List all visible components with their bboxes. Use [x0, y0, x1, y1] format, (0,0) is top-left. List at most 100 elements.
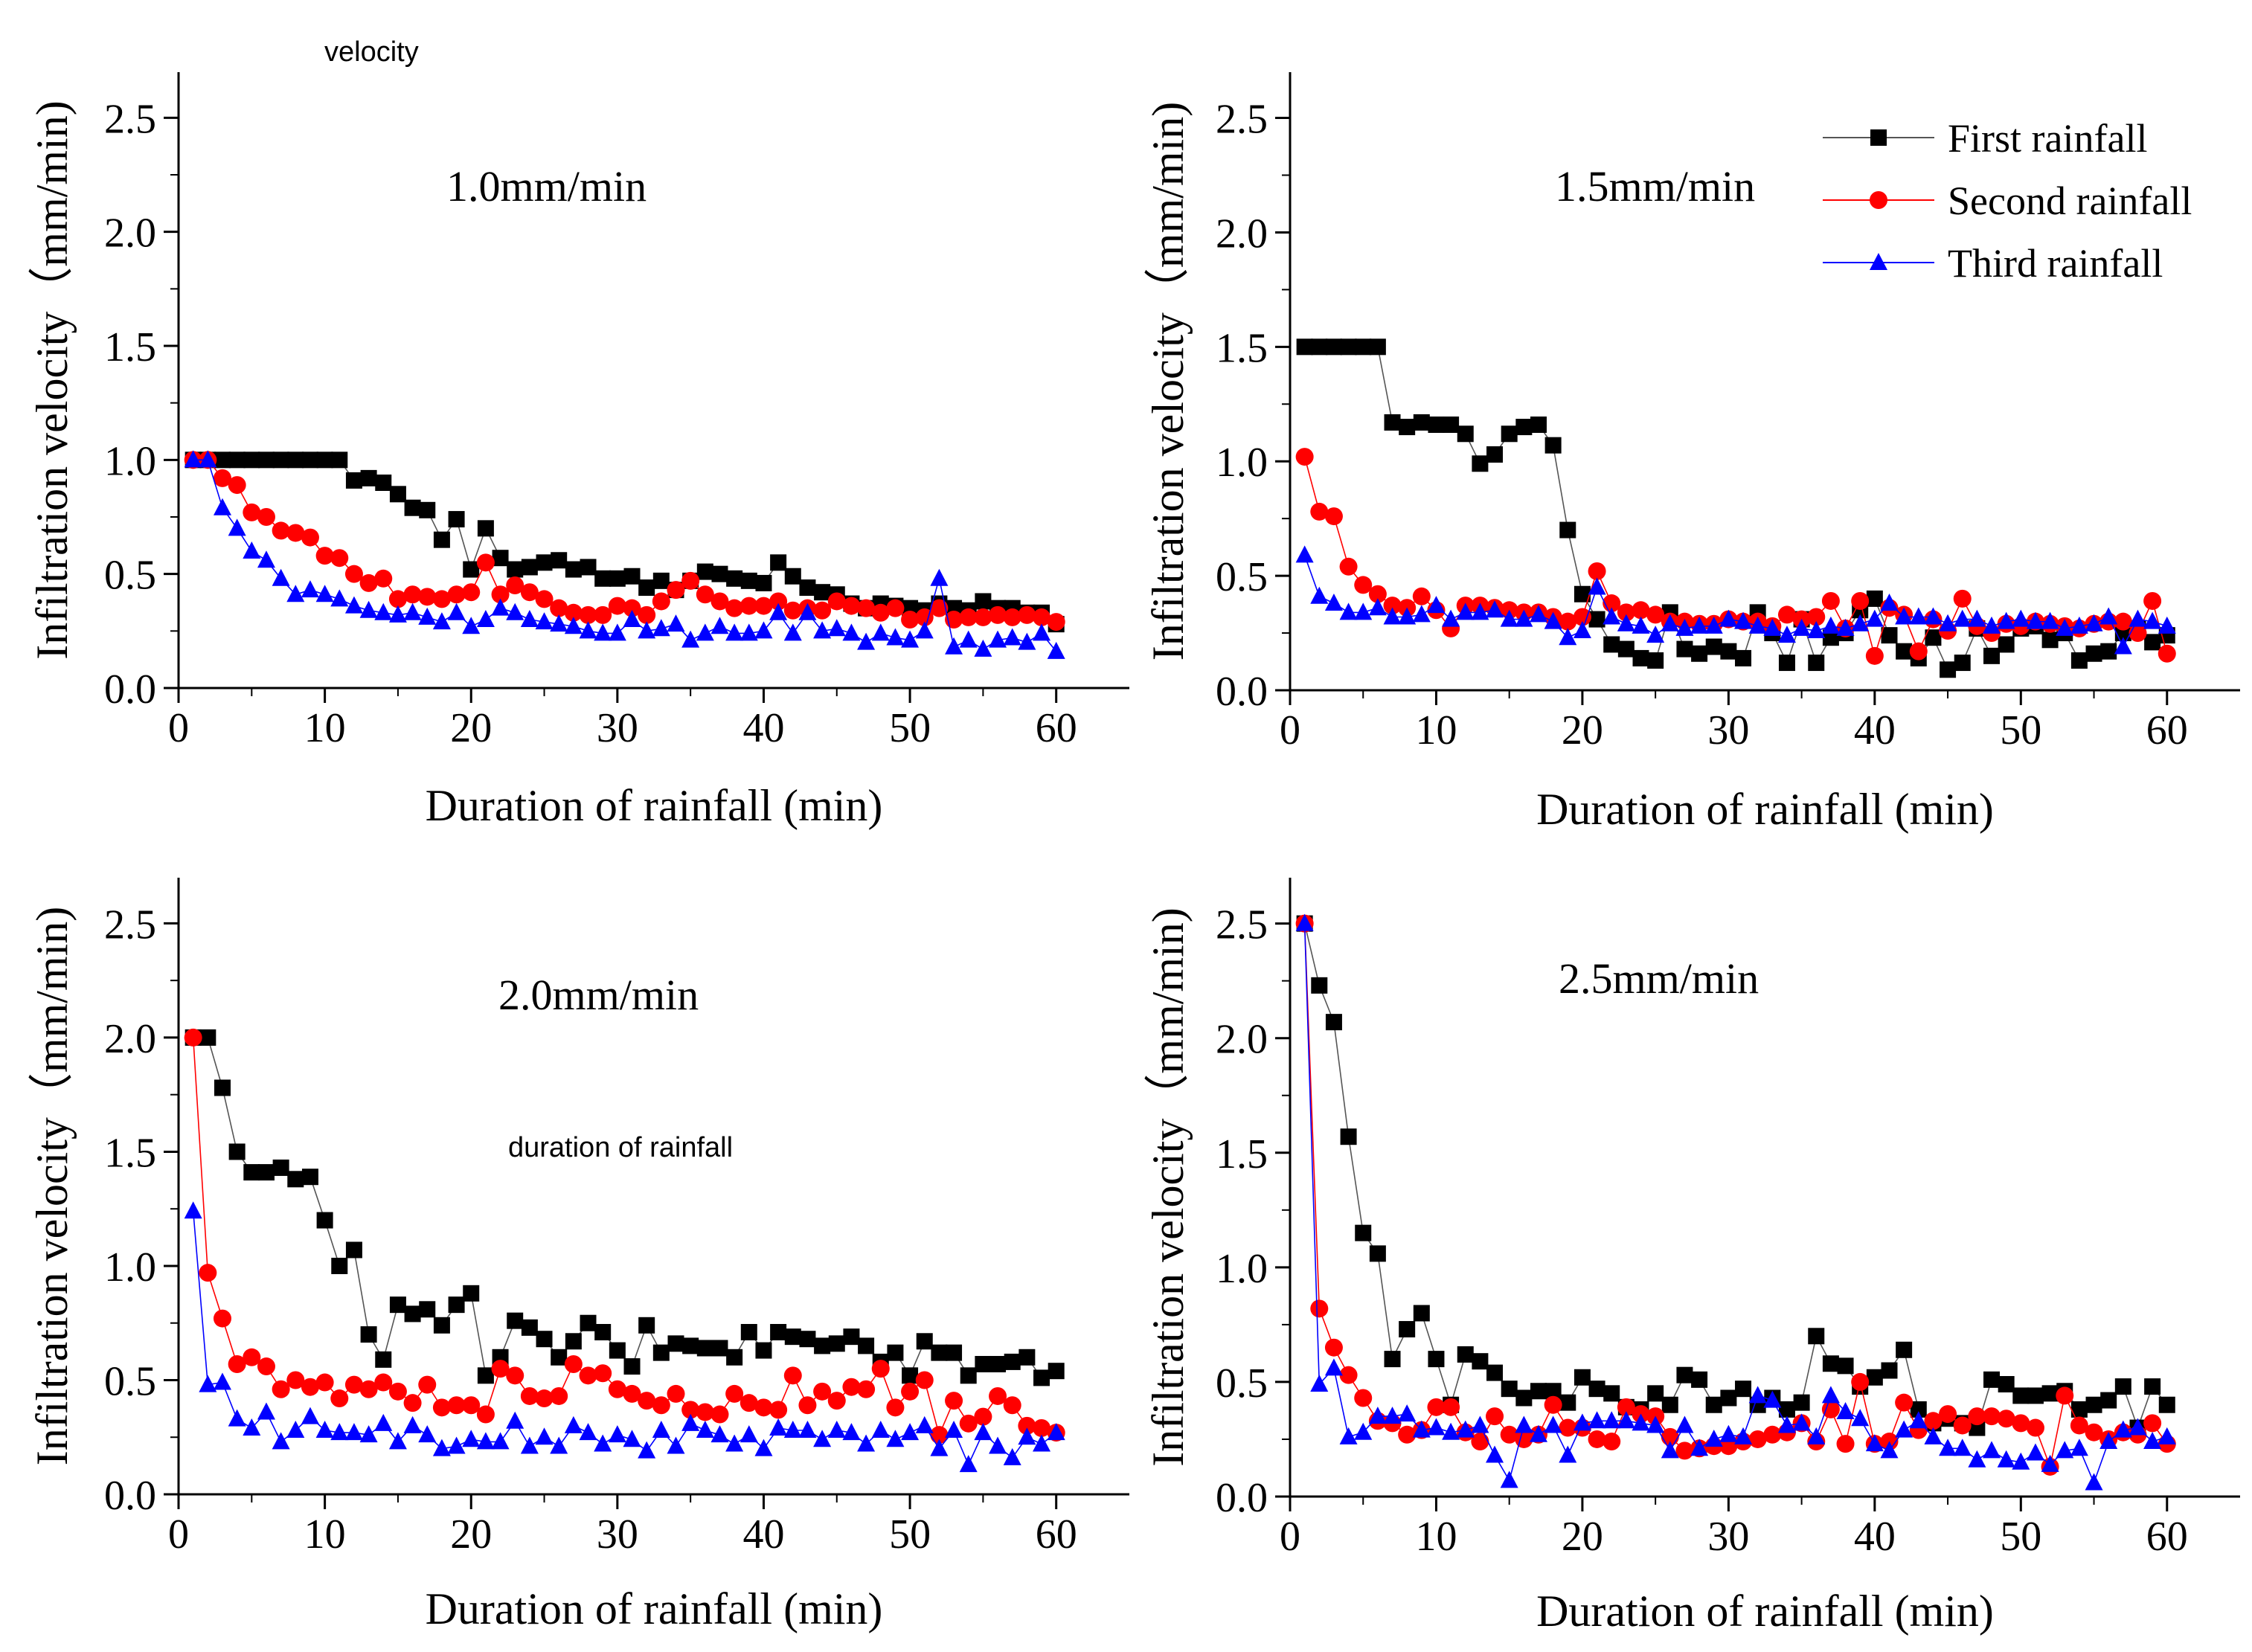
- data-point: [1018, 1349, 1036, 1366]
- data-point: [725, 1384, 744, 1403]
- data-point: [1953, 1416, 1972, 1435]
- x-tick-label: 50: [2000, 1514, 2041, 1560]
- legend-label: Second rainfall: [1948, 179, 2192, 223]
- data-point: [228, 451, 246, 469]
- data-point: [1515, 1389, 1533, 1407]
- data-point: [374, 602, 393, 620]
- data-point: [827, 1421, 846, 1439]
- data-point: [1515, 1415, 1533, 1433]
- series-third-rainfall: [1295, 545, 2176, 655]
- data-point: [1324, 594, 1343, 611]
- data-point: [726, 1349, 743, 1366]
- data-point: [2056, 1441, 2074, 1459]
- data-point: [1486, 1407, 1504, 1426]
- data-point: [375, 1351, 392, 1368]
- data-point: [770, 554, 787, 571]
- data-point: [433, 1317, 450, 1334]
- data-point: [213, 469, 231, 487]
- data-point: [521, 1319, 538, 1336]
- data-point: [199, 1375, 217, 1392]
- data-point: [915, 621, 934, 639]
- data-point: [315, 547, 334, 565]
- data-point: [2100, 643, 2117, 660]
- data-point: [214, 451, 231, 469]
- data-point: [1983, 1407, 2001, 1426]
- data-point: [477, 1367, 494, 1384]
- data-point: [740, 597, 758, 615]
- data-point: [476, 610, 495, 627]
- data-point: [403, 1415, 422, 1433]
- data-point: [388, 590, 407, 608]
- data-point: [871, 1421, 890, 1439]
- data-point: [799, 579, 816, 597]
- data-point: [1896, 643, 1913, 660]
- data-point: [1909, 1411, 1928, 1429]
- data-point: [419, 501, 436, 518]
- data-point: [1836, 1435, 1855, 1453]
- data-point: [696, 563, 713, 580]
- data-point: [1003, 628, 1021, 646]
- data-point: [652, 1421, 670, 1439]
- x-tick-label: 20: [450, 1511, 492, 1558]
- legend-marker: [1870, 129, 1887, 146]
- data-point: [536, 554, 553, 571]
- data-point: [2085, 645, 2102, 662]
- data-point: [403, 1394, 422, 1412]
- data-point: [638, 605, 656, 624]
- data-point: [783, 1421, 802, 1439]
- data-point: [609, 1342, 626, 1359]
- data-point: [667, 1384, 685, 1403]
- data-point: [1383, 607, 1402, 625]
- data-point: [2114, 612, 2132, 631]
- data-point: [1909, 607, 1928, 625]
- data-point: [1486, 446, 1504, 463]
- data-point: [2129, 624, 2147, 643]
- x-tick-label: 40: [742, 1511, 784, 1558]
- data-point: [608, 597, 626, 615]
- data-point: [1544, 1383, 1562, 1400]
- data-point: [1807, 1427, 1826, 1444]
- data-point: [344, 1375, 363, 1394]
- data-point: [1617, 603, 1635, 622]
- data-point: [652, 1396, 670, 1415]
- data-point: [1866, 1369, 1883, 1386]
- data-point: [1924, 1412, 1943, 1430]
- data-point: [462, 583, 481, 602]
- data-point: [199, 1264, 217, 1282]
- data-point: [1428, 1351, 1445, 1368]
- data-point: [257, 1402, 275, 1420]
- data-point: [959, 608, 978, 626]
- data-point: [2158, 1396, 2175, 1413]
- data-point: [447, 1396, 466, 1415]
- panel-1-0mm-min: 0 10 20 30 40 50 60 0.0 0.5 1.0 1.5 2.0 2.5 Duration …: [28, 72, 1129, 830]
- data-point: [696, 1421, 714, 1439]
- data-point: [1339, 1366, 1358, 1384]
- data-point: [1588, 562, 1606, 580]
- data-point: [711, 1340, 728, 1357]
- data-point: [2143, 1432, 2162, 1450]
- data-point: [432, 590, 451, 608]
- data-point: [1691, 645, 1708, 662]
- data-point: [1339, 602, 1358, 620]
- data-point: [813, 1430, 832, 1447]
- data-point: [1865, 1434, 1884, 1452]
- data-point: [286, 524, 305, 542]
- data-point: [1471, 602, 1489, 620]
- data-point: [345, 472, 362, 489]
- data-point: [243, 541, 261, 559]
- series-line: [193, 1037, 1057, 1379]
- data-point: [1559, 628, 1577, 646]
- data-point: [2070, 616, 2088, 634]
- x-tick-label: 10: [1415, 1514, 1457, 1560]
- data-point: [1983, 647, 2001, 664]
- data-point: [551, 1349, 568, 1366]
- panel-title: 1.0mm/min: [446, 162, 647, 210]
- data-point: [1705, 638, 1722, 655]
- data-point: [813, 1382, 832, 1401]
- data-point: [945, 637, 963, 655]
- data-point: [286, 1421, 305, 1439]
- y-tick-label: 0.0: [1216, 1475, 1268, 1521]
- annotation-duration: duration of rainfall: [508, 1132, 733, 1163]
- data-point: [652, 572, 670, 589]
- data-point: [228, 518, 246, 536]
